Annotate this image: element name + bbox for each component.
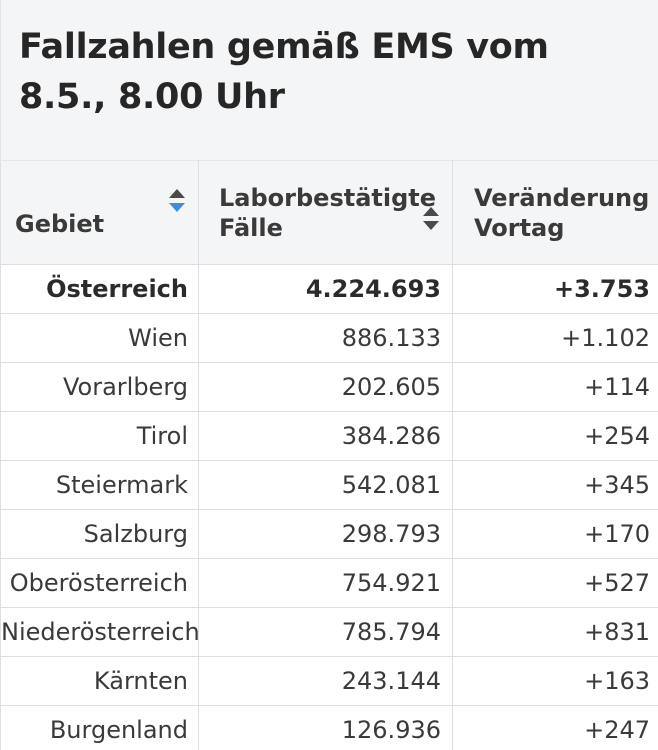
table-row: Salzburg 298.793 +170: [0, 509, 658, 559]
title-area: Fallzahlen gemäß EMS vom 8.5., 8.00 Uhr: [0, 0, 658, 160]
cell-cases: 4.224.693: [198, 264, 453, 314]
column-header-change[interactable]: Veränderung Vortag: [452, 160, 658, 265]
table-row-total: Österreich 4.224.693 +3.753: [0, 264, 658, 314]
cell-region: Wien: [0, 313, 199, 363]
cell-region: Steiermark: [0, 460, 199, 510]
cell-change: +831: [452, 607, 658, 657]
cell-region: Österreich: [0, 264, 199, 314]
table-row: Kärnten 243.144 +163: [0, 656, 658, 706]
table-row: Tirol 384.286 +254: [0, 411, 658, 461]
table-row: Niederösterreich 785.794 +831: [0, 607, 658, 657]
table-row: Steiermark 542.081 +345: [0, 460, 658, 510]
cell-cases: 886.133: [198, 313, 453, 363]
cell-cases: 243.144: [198, 656, 453, 706]
cell-change: +345: [452, 460, 658, 510]
cell-change: +3.753: [452, 264, 658, 314]
cell-cases: 298.793: [198, 509, 453, 559]
cell-region: Kärnten: [0, 656, 199, 706]
table-row: Burgenland 126.936 +247: [0, 705, 658, 750]
column-header-label: Gebiet: [15, 209, 105, 238]
cell-change: +247: [452, 705, 658, 750]
cell-cases: 202.605: [198, 362, 453, 412]
sort-icon[interactable]: [422, 205, 440, 233]
cell-region: Burgenland: [0, 705, 199, 750]
column-header-region[interactable]: Gebiet: [0, 160, 199, 265]
cell-cases: 384.286: [198, 411, 453, 461]
cell-change: +1.102: [452, 313, 658, 363]
column-header-cases[interactable]: Laborbestätigte Fälle: [198, 160, 453, 265]
header-row: Gebiet Laborbestätigte Fälle: [0, 160, 658, 265]
column-header-label: Laborbestätigte Fälle: [219, 183, 437, 242]
cell-region: Oberösterreich: [0, 558, 199, 608]
cell-region: Niederösterreich: [0, 607, 199, 657]
table-row: Vorarlberg 202.605 +114: [0, 362, 658, 412]
cell-change: +114: [452, 362, 658, 412]
cell-cases: 754.921: [198, 558, 453, 608]
sort-descending-icon[interactable]: [168, 187, 186, 215]
cell-region: Salzburg: [0, 509, 199, 559]
cell-change: +527: [452, 558, 658, 608]
cell-cases: 542.081: [198, 460, 453, 510]
column-header-label: Veränderung Vortag: [474, 183, 650, 242]
cell-region: Vorarlberg: [0, 362, 199, 412]
table-row: Oberösterreich 754.921 +527: [0, 558, 658, 608]
cell-change: +170: [452, 509, 658, 559]
case-table: Gebiet Laborbestätigte Fälle: [0, 160, 658, 750]
cell-change: +163: [452, 656, 658, 706]
cell-cases: 126.936: [198, 705, 453, 750]
page-title: Fallzahlen gemäß EMS vom 8.5., 8.00 Uhr: [19, 27, 549, 117]
cell-change: +254: [452, 411, 658, 461]
cell-cases: 785.794: [198, 607, 453, 657]
cell-region: Tirol: [0, 411, 199, 461]
table-row: Wien 886.133 +1.102: [0, 313, 658, 363]
